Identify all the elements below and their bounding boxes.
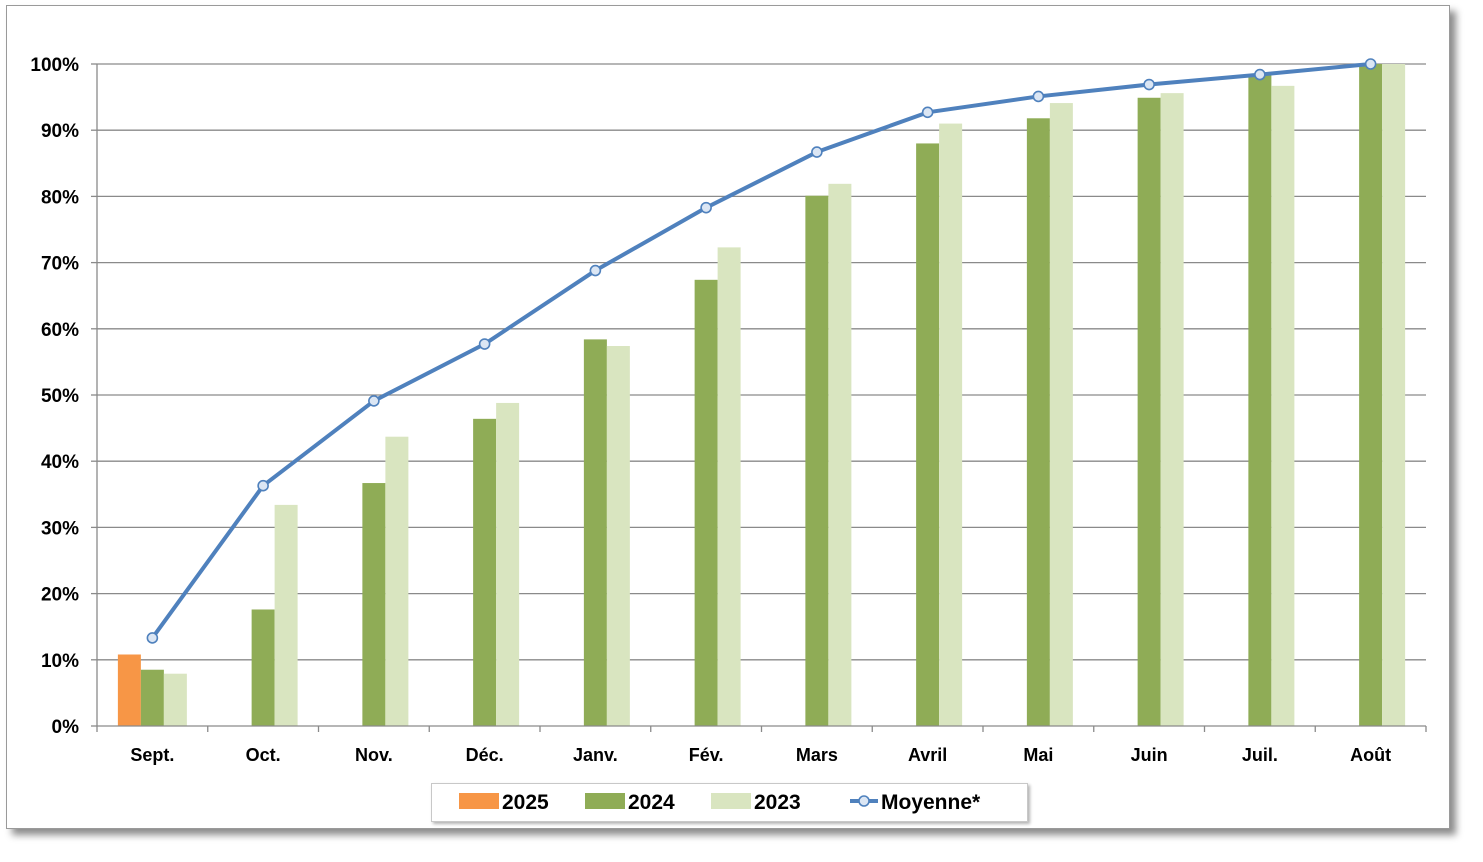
x-tick-label: Oct. [246,745,281,765]
bar-2023-Août [1382,64,1406,726]
bar-2024-Nov. [362,483,386,726]
x-tick-label: Fév. [689,745,724,765]
axes [91,63,1427,732]
y-tick-label: 80% [41,187,79,208]
bar-2024-Fév. [694,279,718,726]
bar-2023-Mars [828,183,852,726]
bar-2025-Sept. [117,654,141,726]
average-line [146,58,1377,644]
y-axis-ticks: 0% 10% 20% 30% 40% 50% 60% 70% 80% 90% 100% [30,55,79,738]
y-tick-label: 20% [41,585,79,606]
bar-2024-Avril [916,143,940,726]
bar-2023-Fév. [717,247,741,726]
x-tick-label: Juin [1131,745,1168,765]
bar-2023-Janv. [606,346,630,726]
bar-2024-Août [1359,64,1383,726]
bar-2024-Janv. [583,339,607,726]
bar-2023-Nov. [385,436,409,726]
bar-2024-Juin [1137,97,1161,726]
y-tick-label: 50% [41,386,79,407]
bar-2023-Déc. [496,402,520,726]
x-axis-ticks: Sept. Oct. Nov. Déc. Janv. Fév. Mars Avril Mai Ju… [130,745,1391,765]
y-tick-label: 40% [41,452,79,473]
x-tick-label: Sept. [130,745,174,765]
point-Moyenne*-Oct. [257,479,269,492]
point-Moyenne*-Juil. [1254,68,1266,81]
legend [431,783,1028,822]
y-tick-label: 90% [41,121,79,142]
bar-2023-Avril [939,123,963,726]
bar-2024-Oct. [251,609,275,726]
x-tick-label: Janv. [573,745,618,765]
bar-2023-Oct. [274,504,298,726]
bar-2024-Juil. [1248,74,1272,727]
point-Moyenne*-Sept. [146,632,159,644]
y-tick-label: 0% [52,717,80,738]
bar-2023-Mai [1049,103,1073,727]
x-tick-label: Déc. [466,745,504,765]
y-tick-label: 30% [41,518,79,539]
point-Moyenne*-Avril [921,106,934,119]
x-tick-label: Juil. [1242,745,1278,765]
y-tick-label: 100% [30,55,79,76]
x-tick-label: Nov. [355,745,393,765]
bar-2023-Juil. [1271,85,1295,726]
point-Moyenne*-Déc. [478,338,491,350]
point-Moyenne*-Juin [1143,78,1155,91]
point-Moyenne*-Août [1364,58,1377,70]
point-Moyenne*-Fév. [700,201,712,214]
bars [117,64,1406,727]
grid-lines [97,63,1426,661]
x-tick-label: Avril [908,745,947,765]
y-tick-label: 60% [41,320,79,341]
x-tick-label: Mars [796,745,838,765]
bar-2024-Déc. [473,418,497,726]
y-tick-label: 10% [41,651,79,672]
bar-2024-Mai [1026,118,1050,726]
point-Moyenne*-Nov. [368,395,380,407]
point-Moyenne*-Mars [811,146,823,158]
y-tick-label: 70% [41,254,79,275]
x-tick-label: Mai [1023,745,1053,765]
bar-2024-Sept. [140,669,164,726]
line-Moyenne* [150,62,1371,640]
bar-2024-Mars [805,195,829,726]
point-Moyenne*-Mai [1032,90,1045,103]
bar-2023-Sept. [163,673,187,726]
x-tick-label: Août [1350,745,1391,765]
bar-2023-Juin [1160,93,1184,727]
point-Moyenne*-Janv. [589,264,602,277]
